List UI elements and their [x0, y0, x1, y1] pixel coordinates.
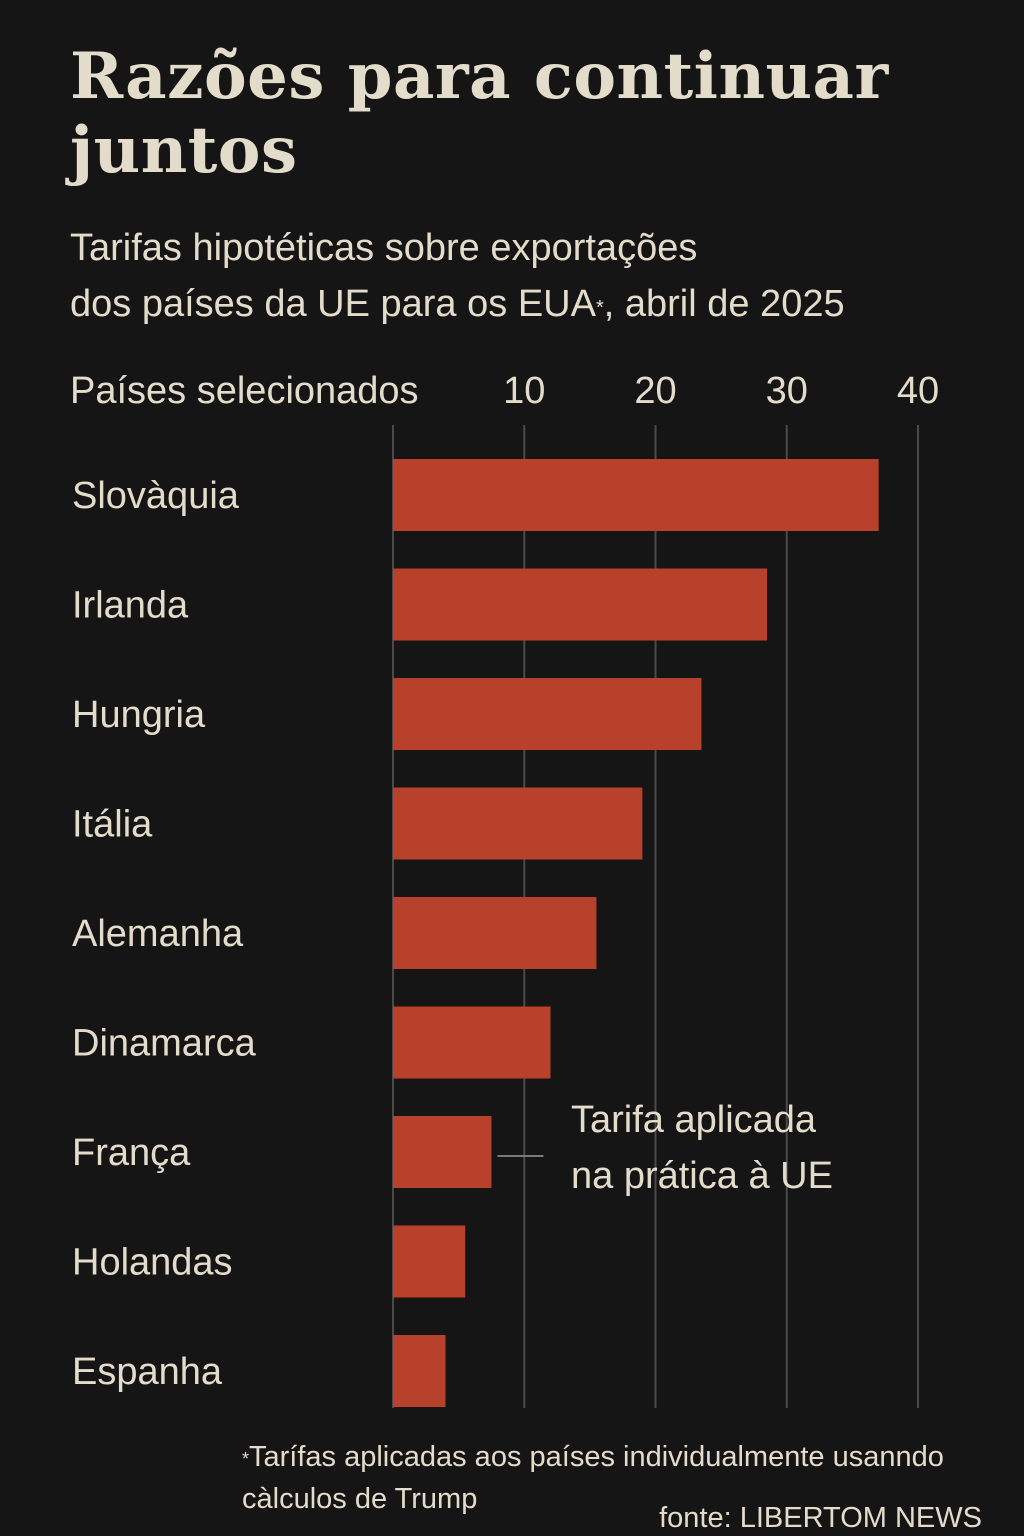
bar-hungria — [393, 678, 702, 750]
bar-slovaquia — [393, 459, 879, 531]
footnote-line-1: Tarífas aplicadas aos países individualm… — [249, 1441, 944, 1473]
category-labels: Slovàquia Irlanda Hungria Itália Alemanha Din… — [72, 475, 257, 1393]
subtitle-line-1: Tarifas hipotéticas sobre exportações — [70, 227, 698, 269]
annotation-text-line-1: Tarifa aplicada — [571, 1099, 817, 1141]
subtitle-line-2: dos países da UE para os EUA*, abril de … — [70, 276, 970, 332]
bar-itália — [393, 787, 643, 860]
bars — [393, 459, 879, 1407]
chart-title: Razões para continuar juntos — [70, 39, 889, 188]
bar-alemanha — [393, 897, 597, 969]
bar-holandas — [393, 1225, 466, 1298]
footnote-marker: * — [242, 1449, 250, 1469]
category-label-itália: Itália — [72, 804, 153, 846]
x-tick-label-30: 30 — [766, 370, 808, 412]
category-label-espanha: Espanha — [72, 1351, 223, 1393]
chart-subtitle: Tarifas hipotéticas sobre exportações do… — [70, 220, 970, 332]
bar-espanha — [393, 1335, 446, 1407]
annotation: Tarifa aplicada na prática à UE — [497, 1099, 833, 1197]
bar-irlanda — [393, 568, 768, 641]
bar-frança — [393, 1116, 492, 1188]
category-label-dinamarca: Dinamarca — [72, 1023, 257, 1065]
category-label-frança: França — [72, 1132, 191, 1174]
category-label-alemanha: Alemanha — [72, 913, 244, 955]
footnote-line-2: càlculos de Trump — [242, 1483, 478, 1515]
x-tick-label-40: 40 — [897, 370, 939, 412]
categories-heading: Países selecionados — [70, 370, 419, 412]
source-credit: fonte: LIBERTOM NEWS — [659, 1502, 982, 1534]
subtitle-line-2-end: , abril de 2025 — [603, 283, 845, 325]
category-label-irlanda: Irlanda — [72, 585, 189, 627]
x-tick-label-20: 20 — [634, 370, 676, 412]
category-label-hungria: Hungria — [72, 694, 206, 736]
category-label-holandas: Holandas — [72, 1242, 233, 1284]
x-tick-label-10: 10 — [503, 370, 545, 412]
footnote: *Tarífas aplicadas aos países individual… — [242, 1436, 1002, 1520]
x-tick-labels: 10 20 30 40 — [503, 370, 939, 412]
subtitle-line-2-start: dos países da UE para os EUA — [70, 283, 596, 325]
annotation-text-line-2: na prática à UE — [571, 1155, 833, 1197]
bar-dinamarca — [393, 1006, 551, 1079]
category-label-slovaquia: Slovàquia — [72, 475, 240, 517]
subtitle-footnote-marker: * — [595, 297, 604, 319]
